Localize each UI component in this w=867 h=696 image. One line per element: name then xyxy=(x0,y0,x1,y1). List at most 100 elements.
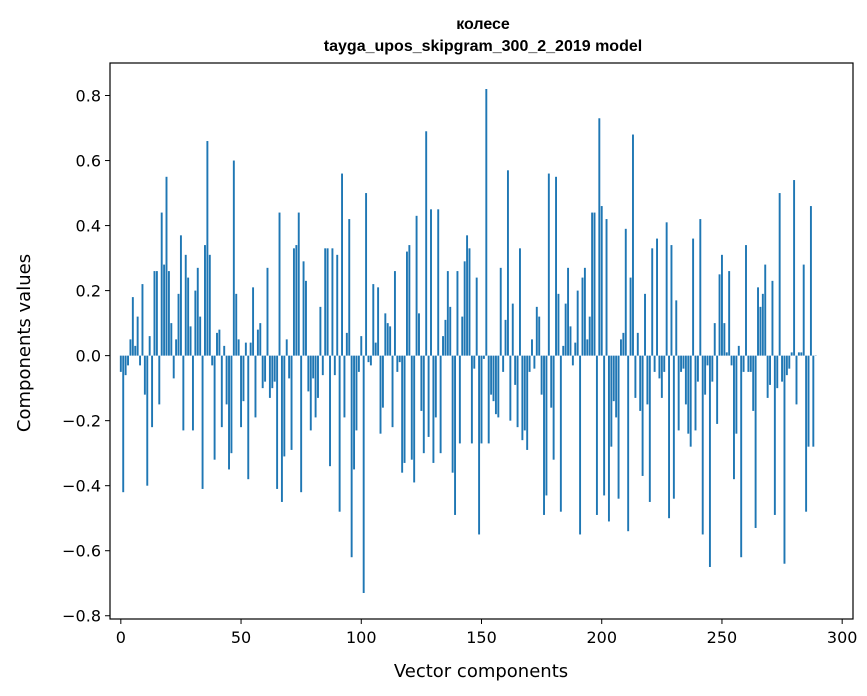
bar-166 xyxy=(519,248,521,356)
bar-258 xyxy=(740,355,743,558)
bar-197 xyxy=(593,212,596,356)
bar-96 xyxy=(350,355,353,558)
bar-231 xyxy=(675,300,678,356)
bar-262 xyxy=(749,355,752,372)
bar-110 xyxy=(384,313,387,356)
bar-205 xyxy=(612,355,615,402)
bar-44 xyxy=(225,355,228,405)
bar-285 xyxy=(805,355,808,512)
bar-189 xyxy=(574,342,577,356)
bar-88 xyxy=(331,248,334,356)
bar-79 xyxy=(309,355,312,431)
bar-8 xyxy=(139,355,142,366)
bar-39 xyxy=(213,355,216,460)
bar-66 xyxy=(278,212,281,356)
bar-16 xyxy=(158,355,161,405)
bar-100 xyxy=(360,336,363,356)
bar-73 xyxy=(295,245,298,356)
bar-37 xyxy=(208,254,211,356)
bar-50 xyxy=(240,355,243,428)
bar-115 xyxy=(396,355,399,372)
bar-185 xyxy=(564,303,567,356)
bar-42 xyxy=(220,355,223,428)
bar-246 xyxy=(711,355,714,382)
bar-222 xyxy=(653,355,656,372)
bar-177 xyxy=(545,355,548,496)
bar-229 xyxy=(670,245,673,356)
bar-24 xyxy=(177,293,180,356)
bar-99 xyxy=(357,355,360,372)
bar-2 xyxy=(124,355,127,376)
bar-101 xyxy=(362,355,365,593)
bar-21 xyxy=(170,323,173,356)
bar-275 xyxy=(781,355,784,382)
bar-97 xyxy=(353,355,356,470)
bar-17 xyxy=(160,212,163,356)
bar-46 xyxy=(230,355,233,454)
bar-52 xyxy=(244,342,247,356)
y-tick-label: −0.2 xyxy=(62,412,101,431)
bar-265 xyxy=(757,287,759,356)
bar-125 xyxy=(420,355,423,411)
bar-219 xyxy=(646,355,649,405)
bar-191 xyxy=(579,355,582,535)
bar-221 xyxy=(651,248,654,356)
bar-272 xyxy=(773,355,776,515)
x-axis-label: Vector components xyxy=(394,661,568,682)
bar-69 xyxy=(285,339,288,356)
bar-178 xyxy=(547,173,550,356)
bar-183 xyxy=(559,355,562,512)
bar-204 xyxy=(610,355,613,447)
bar-261 xyxy=(747,355,750,372)
bar-34 xyxy=(201,355,204,489)
bar-54 xyxy=(249,342,252,356)
x-tick-label: 100 xyxy=(346,628,377,647)
bar-160 xyxy=(504,319,507,356)
bar-135 xyxy=(444,319,447,356)
bar-179 xyxy=(550,355,553,408)
bar-144 xyxy=(466,235,469,356)
bar-136 xyxy=(446,271,449,356)
bar-149 xyxy=(478,355,481,535)
bar-163 xyxy=(511,303,514,356)
bar-23 xyxy=(175,339,178,356)
bar-171 xyxy=(531,339,533,356)
bar-77 xyxy=(305,280,307,356)
bar-91 xyxy=(338,355,341,512)
bar-28 xyxy=(187,277,190,356)
bar-213 xyxy=(632,134,634,356)
bar-235 xyxy=(684,355,687,405)
bar-20 xyxy=(167,271,170,356)
bar-7 xyxy=(136,316,139,356)
bar-30 xyxy=(191,355,194,431)
bar-85 xyxy=(324,248,327,356)
bar-172 xyxy=(533,355,536,369)
bar-281 xyxy=(795,355,798,405)
bar-13 xyxy=(151,355,154,428)
bar-93 xyxy=(343,355,346,418)
bar-26 xyxy=(182,355,185,431)
bar-170 xyxy=(528,355,531,372)
bar-114 xyxy=(393,271,396,356)
bar-212 xyxy=(629,277,632,356)
bar-217 xyxy=(641,355,644,476)
bar-190 xyxy=(576,290,579,356)
bar-94 xyxy=(345,332,348,356)
bar-124 xyxy=(418,313,420,356)
bar-146 xyxy=(470,355,473,444)
bar-260 xyxy=(745,245,747,356)
bar-75 xyxy=(300,355,303,493)
bar-138 xyxy=(451,355,454,473)
bar-25 xyxy=(179,235,182,356)
bar-223 xyxy=(656,238,658,356)
bar-182 xyxy=(557,293,560,356)
bar-38 xyxy=(211,355,214,366)
bar-11 xyxy=(146,355,149,486)
bar-0 xyxy=(119,355,122,372)
bar-151 xyxy=(482,355,485,359)
bar-200 xyxy=(600,206,603,356)
bar-53 xyxy=(247,355,250,480)
bar-278 xyxy=(788,355,791,369)
chart-title: колесе xyxy=(456,16,510,33)
bar-141 xyxy=(458,355,461,444)
